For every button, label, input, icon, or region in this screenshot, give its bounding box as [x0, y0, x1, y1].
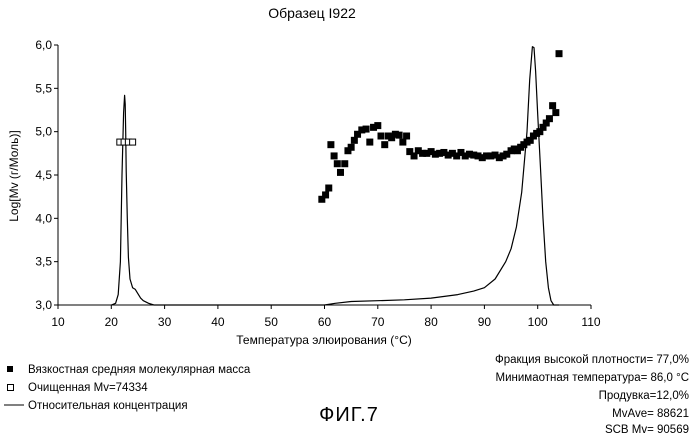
viscosity-mv-point: [483, 152, 491, 160]
stat-min-temperature: Минимаотная температура= 86,0 °C: [496, 372, 689, 384]
x-tick-label: 110: [581, 315, 600, 329]
viscosity-mv-point: [395, 131, 403, 139]
viscosity-mv-point: [478, 154, 486, 162]
viscosity-mv-point: [474, 152, 482, 160]
viscosity-mv-point: [350, 136, 358, 144]
viscosity-mv-point: [470, 151, 478, 159]
viscosity-mv-point: [495, 154, 503, 162]
y-tick-label: 5,5: [35, 81, 52, 95]
viscosity-mv-point: [354, 130, 362, 138]
cleaned-mv-points: [116, 138, 137, 146]
viscosity-mv-point: [552, 109, 560, 117]
viscosity-mv-point: [322, 191, 330, 199]
viscosity-mv-point: [431, 150, 439, 158]
viscosity-mv-point: [347, 143, 355, 151]
x-tick-label: 10: [51, 315, 65, 329]
y-axis-label: Log[Mv (г/Моль)]: [7, 130, 21, 222]
viscosity-mv-point: [414, 147, 422, 155]
y-tick-label: 3,0: [35, 298, 52, 312]
viscosity-mv-point: [358, 126, 366, 134]
viscosity-mv-point: [423, 149, 431, 157]
viscosity-mv-point: [440, 148, 448, 156]
viscosity-mv-point: [406, 148, 414, 156]
chart-title: Образец I922: [268, 5, 356, 21]
viscosity-mv-point: [448, 149, 456, 157]
viscosity-mv-point: [499, 152, 507, 160]
x-tick-label: 60: [318, 315, 332, 329]
x-tick-label: 90: [478, 315, 492, 329]
legend-entry-cleaned-mv: Очищенная Mv=74334: [28, 382, 148, 394]
viscosity-mv-point: [388, 134, 396, 142]
viscosity-mv-point: [403, 132, 411, 140]
plot-area: [111, 46, 563, 306]
y-ticks: 3,0 3,5 4,0 4,5 5,0 5,5 6,0: [35, 38, 58, 312]
viscosity-mv-point: [526, 136, 534, 144]
viscosity-mv-point: [465, 150, 473, 158]
legend: Вязкостная средняя молекулярная масса Оч…: [4, 364, 251, 412]
viscosity-mv-point: [362, 125, 370, 133]
viscosity-mv-point: [377, 132, 385, 140]
stat-scb-mv: SCB Mv= 90569: [605, 424, 689, 434]
viscosity-mv-point: [419, 149, 427, 157]
viscosity-mv-point: [461, 152, 469, 160]
x-tick-label: 80: [424, 315, 438, 329]
viscosity-mv-point: [487, 152, 495, 160]
legend-marker-filled-square: [7, 366, 13, 372]
viscosity-mv-point: [318, 195, 326, 203]
viscosity-mv-point: [341, 160, 349, 168]
cleaned-mv-point: [129, 138, 137, 146]
x-tick-label: 40: [211, 315, 225, 329]
viscosity-mv-point: [410, 152, 418, 160]
viscosity-mv-point: [444, 151, 452, 159]
viscosity-mv-point: [333, 160, 341, 168]
y-tick-label: 4,0: [35, 211, 52, 225]
stat-purge: Продувка=12,0%: [599, 390, 689, 402]
legend-entry-relative-concentration: Относительная концентрация: [28, 400, 188, 412]
concentration-line: [111, 46, 559, 306]
y-tick-label: 6,0: [35, 38, 52, 52]
viscosity-mv-point: [330, 152, 338, 160]
y-tick-label: 3,5: [35, 255, 52, 269]
viscosity-mv-point: [381, 141, 389, 149]
viscosity-mv-point: [374, 122, 382, 130]
viscosity-mv-point: [453, 152, 461, 160]
viscosity-mv-point: [539, 123, 547, 131]
viscosity-mv-point: [366, 138, 374, 146]
x-tick-label: 100: [528, 315, 548, 329]
viscosity-mv-point: [536, 128, 544, 136]
x-axis-label: Температура элюирования (°С): [236, 333, 411, 347]
viscosity-mv-point: [370, 123, 378, 131]
viscosity-mv-point: [545, 115, 553, 123]
y-tick-label: 4,5: [35, 168, 52, 182]
x-tick-label: 20: [105, 315, 119, 329]
x-tick-label: 30: [158, 315, 172, 329]
figure-caption: ФИГ.7: [319, 404, 379, 426]
viscosity-mv-point: [555, 50, 563, 58]
viscosity-mv-point: [336, 168, 344, 176]
viscosity-mv-point: [503, 150, 511, 158]
viscosity-mv-point: [399, 138, 407, 146]
legend-entry-viscosity-mv: Вязкостная средняя молекулярная масса: [28, 364, 251, 376]
viscosity-mv-point: [549, 102, 557, 110]
x-tick-label: 50: [265, 315, 279, 329]
viscosity-mv-point: [391, 130, 399, 138]
viscosity-mv-point: [436, 149, 444, 157]
x-ticks: 10 20 30 40 50 60 70 80 90 100 110: [51, 305, 601, 329]
viscosity-mv-point: [542, 119, 550, 127]
stat-high-density-fraction: Фракция высокой плотности= 77,0%: [495, 354, 689, 366]
viscosity-mv-point: [327, 141, 335, 149]
viscosity-mv-point: [427, 148, 435, 156]
axes: [57, 45, 591, 306]
viscosity-mv-point: [491, 151, 499, 159]
stat-mv-ave: MvAve= 88621: [612, 408, 689, 420]
x-tick-label: 70: [371, 315, 385, 329]
y-tick-label: 5,0: [35, 125, 52, 139]
viscosity-mv-point: [325, 184, 333, 192]
viscosity-mv-point: [457, 148, 465, 156]
stats-block: Фракция высокой плотности= 77,0% Минимао…: [495, 354, 689, 434]
viscosity-mv-points: [318, 50, 563, 203]
legend-marker-open-square: [7, 384, 14, 391]
